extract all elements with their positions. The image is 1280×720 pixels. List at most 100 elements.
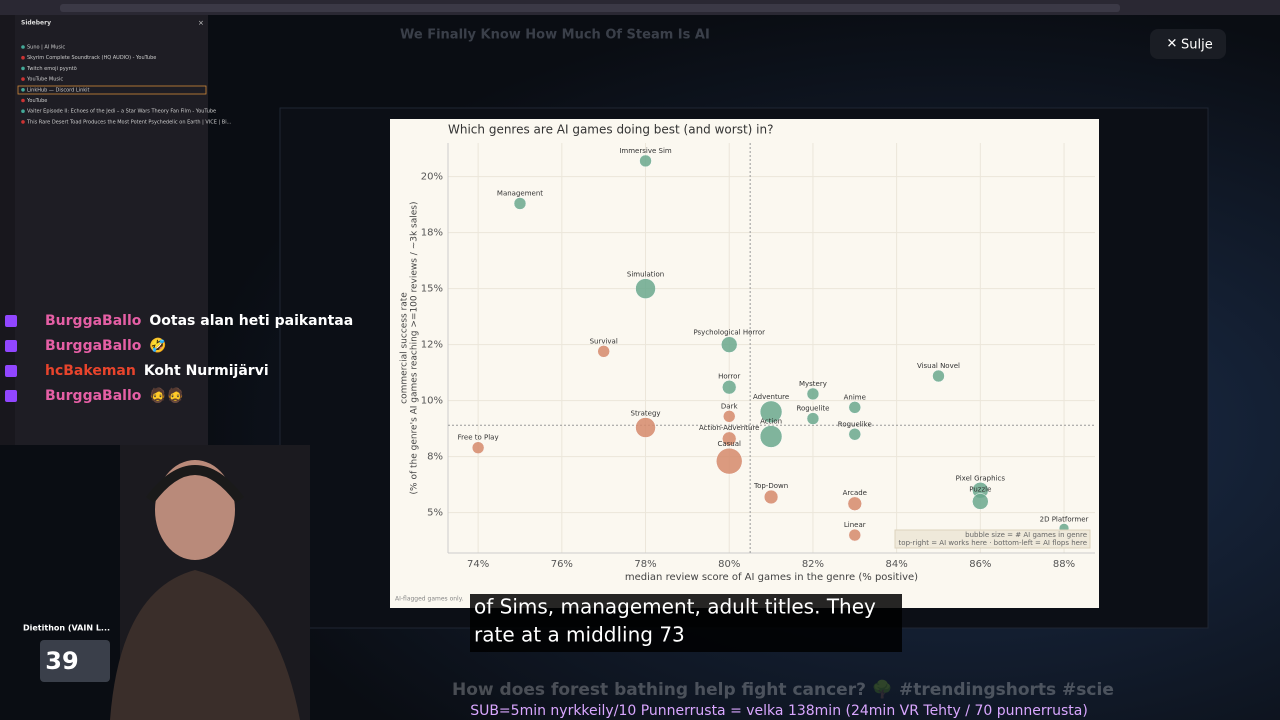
bubble xyxy=(597,345,610,358)
chat-user: BurggaBallo xyxy=(45,313,142,329)
streamer-body xyxy=(110,570,300,720)
point-label: Arcade xyxy=(843,489,867,497)
close-icon[interactable]: ✕ xyxy=(1167,37,1178,52)
next-video-title: How does forest bathing help fight cance… xyxy=(452,679,1114,700)
point-label: Roguelite xyxy=(796,405,829,413)
sidebar-close[interactable]: × xyxy=(198,19,204,27)
x-tick-label: 88% xyxy=(1053,559,1075,570)
x-tick-label: 78% xyxy=(634,559,656,570)
point-label: Puzzle xyxy=(969,485,991,493)
point-label: Survival xyxy=(590,337,618,345)
y-tick-label: 20% xyxy=(421,172,443,183)
x-tick-label: 84% xyxy=(886,559,908,570)
y-tick-label: 12% xyxy=(421,340,443,351)
tab-title: Skyrim Complete Soundtrack (HQ AUDIO) - … xyxy=(27,55,156,61)
note-box xyxy=(894,529,1091,549)
point-label: Management xyxy=(497,189,543,197)
chat-badge xyxy=(5,315,17,327)
bubble xyxy=(847,496,862,511)
url-field xyxy=(60,4,1120,12)
tab-title: YouTube Music xyxy=(26,77,63,83)
bubble xyxy=(806,412,820,425)
point-label: 2D Platformer xyxy=(1040,515,1089,523)
x-tick-label: 86% xyxy=(969,559,991,570)
counter: 39 xyxy=(45,647,78,675)
tab-title: Twitch emoji pyyntö xyxy=(26,66,77,72)
sidebar xyxy=(0,15,208,445)
point-label: Visual Novel xyxy=(917,362,960,370)
bubble xyxy=(635,417,656,438)
video-title: We Finally Know How Much Of Steam Is AI xyxy=(400,28,710,43)
point-label: Linear xyxy=(844,521,866,529)
bubble xyxy=(848,428,862,441)
y-tick-label: 18% xyxy=(421,228,443,239)
point-label: Anime xyxy=(844,393,866,401)
tab-icon xyxy=(21,109,25,113)
bubble xyxy=(513,197,527,210)
tab-icon xyxy=(21,98,25,103)
y-tick-label: 8% xyxy=(427,452,443,463)
bubble xyxy=(759,425,783,448)
counter-box xyxy=(40,640,110,682)
bubble xyxy=(716,447,743,475)
caption-line: rate at a middling 73 xyxy=(474,623,685,647)
chat-message: 🤣 xyxy=(148,337,166,354)
ticker: SUB=5min nyrkkeily/10 Punnerrusta = velk… xyxy=(470,703,1088,719)
point-label: Casual xyxy=(717,440,741,448)
bubble xyxy=(848,528,862,542)
tab-title: YouTube xyxy=(26,98,47,104)
bubble xyxy=(720,336,738,353)
streamer-face xyxy=(155,460,235,560)
chat-message: 🧔🧔 xyxy=(149,386,184,404)
point-label: Roguelike xyxy=(838,420,872,428)
tab-title: LinkHub — Discord Linkit xyxy=(27,87,90,93)
goal-label: Dietithon (VAIN L... xyxy=(23,624,110,633)
point-label: Action-Adventure xyxy=(699,424,760,432)
bubble xyxy=(722,431,737,446)
close-label[interactable]: Sulje xyxy=(1181,38,1213,53)
tab-title: This Rare Desert Toad Produces the Most … xyxy=(26,119,232,125)
bubble xyxy=(471,441,485,454)
x-axis-label: median review score of AI games in the g… xyxy=(625,572,918,583)
y-tick-label: 15% xyxy=(421,284,443,295)
point-label: Strategy xyxy=(631,410,661,418)
tab-icon xyxy=(21,77,25,81)
sidebar-rail xyxy=(0,15,15,445)
chart-title: Which genres are AI games doing best (an… xyxy=(448,123,773,137)
bubble xyxy=(806,387,820,401)
tab-icon xyxy=(21,120,25,124)
point-label: Pixel Graphics xyxy=(956,474,1006,482)
chat-message: Ootas alan heti paikantaa xyxy=(149,313,353,329)
chat-message: Koht Nurmijärvi xyxy=(144,363,269,379)
bubble xyxy=(972,493,989,510)
x-tick-label: 82% xyxy=(802,559,824,570)
note: top-right = AI works here · bottom-left … xyxy=(899,539,1087,547)
bubble xyxy=(932,369,945,383)
chat-user: BurggaBallo xyxy=(45,338,142,354)
chart-panel xyxy=(390,119,1099,608)
bubble xyxy=(722,380,737,395)
tab-highlight xyxy=(17,85,207,95)
close-button[interactable] xyxy=(1150,29,1226,59)
point-label: Immersive Sim xyxy=(619,147,672,155)
bubble xyxy=(759,400,783,424)
sidebar-title: Sidebery xyxy=(21,20,51,27)
x-tick-label: 76% xyxy=(551,559,573,570)
point-label: Adventure xyxy=(753,393,789,401)
footnote: AI-flagged games only. xyxy=(395,596,463,603)
bubble xyxy=(722,410,736,423)
point-label: Free to Play xyxy=(458,434,499,442)
tab-title: Vaiter Episode II: Echoes of the Jedi – … xyxy=(27,109,216,115)
point-label: Dark xyxy=(721,402,739,410)
y-tick-label: 5% xyxy=(427,508,443,519)
caption-line: of Sims, management, adult titles. They xyxy=(474,595,876,619)
tab-icon xyxy=(21,55,25,60)
point-label: Action xyxy=(760,418,782,426)
point-label: Top-Down xyxy=(753,482,788,490)
point-label: Psychological Horror xyxy=(693,329,765,337)
point-label: Horror xyxy=(718,372,740,380)
y-axis-label: (% of the genre's AI games reaching >=10… xyxy=(410,202,420,495)
tab-title: Suno | AI Music xyxy=(27,45,65,51)
